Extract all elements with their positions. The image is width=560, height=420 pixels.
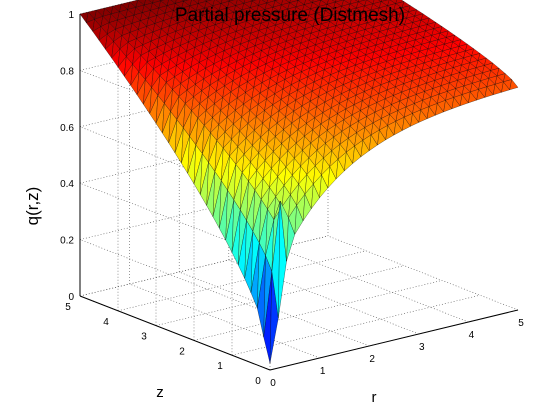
surface-facet xyxy=(204,0,208,2)
x-tick-label: 3 xyxy=(419,342,425,353)
y-tick-label: 5 xyxy=(65,302,71,313)
x-tick-label: 4 xyxy=(469,330,475,341)
y-tick-label: 4 xyxy=(103,317,109,328)
x-tick-label: 5 xyxy=(518,318,524,329)
surface-facet xyxy=(378,0,382,2)
x-tick-labels: 0 1 2 3 4 5 xyxy=(270,318,524,389)
floor-grid-line xyxy=(117,250,367,312)
surface-facet xyxy=(170,0,177,4)
surface-facet xyxy=(308,0,314,3)
floor-grid-line xyxy=(179,271,370,347)
chart-title: Partial pressure (Distmesh) xyxy=(175,5,405,26)
y-tick-label: 3 xyxy=(141,332,147,343)
z-tick-labels: 0 0.2 0.4 0.6 0.8 1 xyxy=(60,10,74,303)
y-tick-label: 1 xyxy=(217,361,223,372)
surface-facet xyxy=(227,0,230,2)
y-tick-label: 2 xyxy=(179,346,185,357)
x-tick-label: 0 xyxy=(270,378,276,389)
surface-facet xyxy=(355,0,360,3)
floor-grid-line xyxy=(327,235,519,311)
z-tick-label: 0.6 xyxy=(60,123,74,134)
y-tick-labels: 0 1 2 3 4 5 xyxy=(65,302,261,387)
floor-grid-line xyxy=(278,247,469,323)
x-axis-label: r xyxy=(372,389,377,406)
r-axis-line xyxy=(269,309,519,371)
x-tick-label: 1 xyxy=(320,366,326,377)
surface-facet xyxy=(181,0,185,2)
z-axis-label: q(r,z) xyxy=(23,187,42,226)
surface-mesh xyxy=(79,0,519,364)
surface-facet xyxy=(285,0,291,3)
floor-grid-line xyxy=(155,265,405,326)
surface-facet xyxy=(148,0,154,4)
z-tick-label: 1 xyxy=(68,10,74,21)
axis-lines xyxy=(79,14,519,371)
floor-grid-line xyxy=(228,259,419,335)
z-tick-label: 0.2 xyxy=(60,236,74,247)
surface-facet xyxy=(250,0,253,2)
z-axis-line xyxy=(79,295,271,371)
surface-facet xyxy=(509,79,519,91)
x-tick-label: 2 xyxy=(369,354,375,365)
z-tick-label: 0.8 xyxy=(60,66,74,77)
z-tick-label: 0.4 xyxy=(60,179,74,190)
wall-grid-line xyxy=(79,235,329,371)
surface-facet xyxy=(261,0,268,4)
y-tick-label: 0 xyxy=(255,376,261,387)
z-tick-label: 0 xyxy=(68,292,74,303)
floor-grid-line xyxy=(193,280,443,341)
surface-facet xyxy=(331,0,337,3)
y-axis-label: z xyxy=(156,384,164,401)
floor-grid-line xyxy=(129,283,320,359)
